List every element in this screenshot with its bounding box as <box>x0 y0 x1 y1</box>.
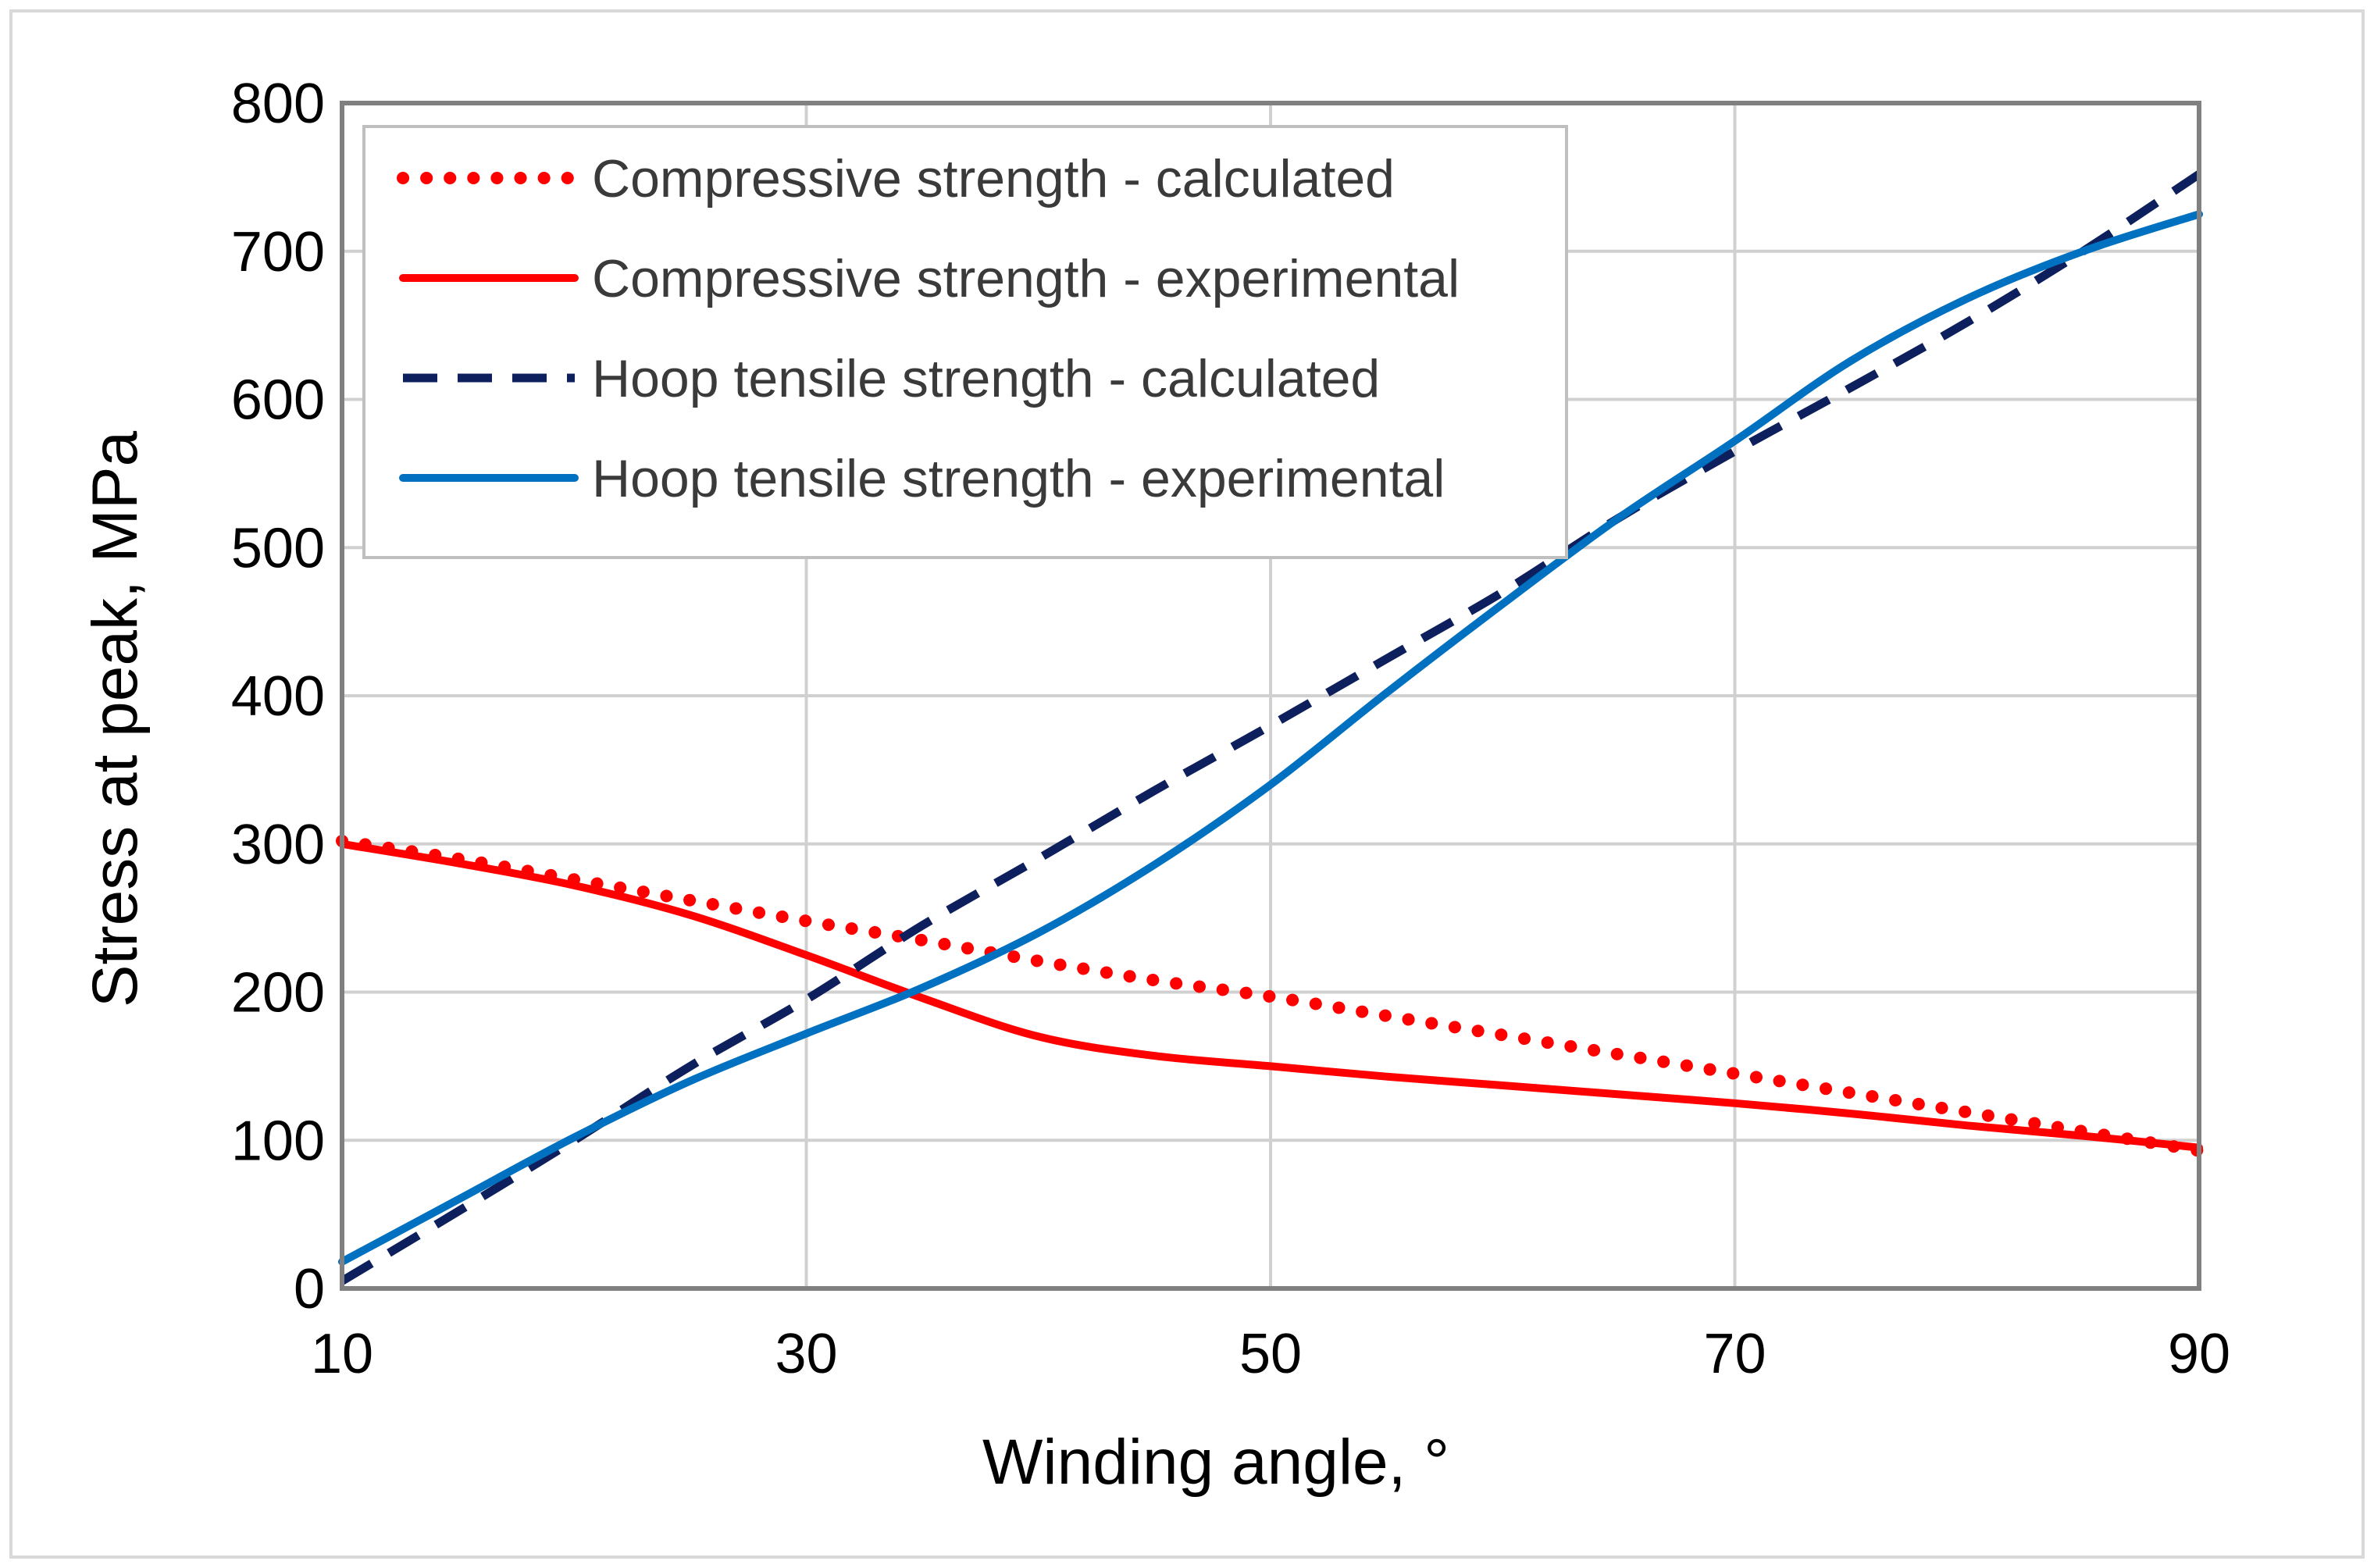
x-tick-label: 10 <box>311 1323 373 1385</box>
legend: Compressive strength - calculated Compres… <box>362 125 1568 559</box>
y-tick-label: 0 <box>294 1258 325 1320</box>
y-tick-label: 500 <box>231 517 325 579</box>
y-tick-label: 800 <box>231 73 325 135</box>
legend-label: Hoop tensile strength - experimental <box>592 449 1445 508</box>
legend-entry: Hoop tensile strength - experimental <box>399 449 1445 508</box>
series-line-compressive-strength-experimental <box>338 839 2203 1152</box>
y-tick-label: 400 <box>231 665 325 728</box>
y-axis-title: Stress at peak, MPa <box>80 430 151 1007</box>
y-tick-label: 200 <box>231 962 325 1025</box>
legend-label: Hoop tensile strength - calculated <box>592 349 1380 408</box>
tick-labels: 0 100 200 300 400 500 600 700 800 10 30 50 70 90 <box>231 73 2230 1385</box>
x-tick-label: 30 <box>775 1323 837 1385</box>
legend-entry: Hoop tensile strength - calculated <box>403 349 1380 408</box>
legend-label: Compressive strength - calculated <box>592 149 1395 208</box>
legend-items: Compressive strength - calculated Compres… <box>397 149 1460 508</box>
series-line-compressive-strength-calculated <box>336 835 2205 1157</box>
y-tick-label: 600 <box>231 369 325 432</box>
x-tick-label: 90 <box>2168 1323 2230 1385</box>
legend-label: Compressive strength - experimental <box>592 249 1460 308</box>
x-tick-label: 50 <box>1239 1323 1302 1385</box>
x-axis-title: Winding angle, ° <box>982 1427 1449 1498</box>
legend-entry: Compressive strength - calculated <box>397 149 1395 208</box>
series-line-hoop-tensile-strength-experimental <box>338 210 2203 1266</box>
legend-entry: Compressive strength - experimental <box>399 249 1460 308</box>
legend-box <box>362 125 1568 559</box>
x-tick-label: 70 <box>1703 1323 1766 1385</box>
y-tick-label: 700 <box>231 221 325 283</box>
plot-border <box>340 101 2201 1291</box>
series-layer <box>336 170 2205 1285</box>
y-tick-label: 300 <box>231 814 325 876</box>
y-tick-label: 100 <box>231 1110 325 1172</box>
